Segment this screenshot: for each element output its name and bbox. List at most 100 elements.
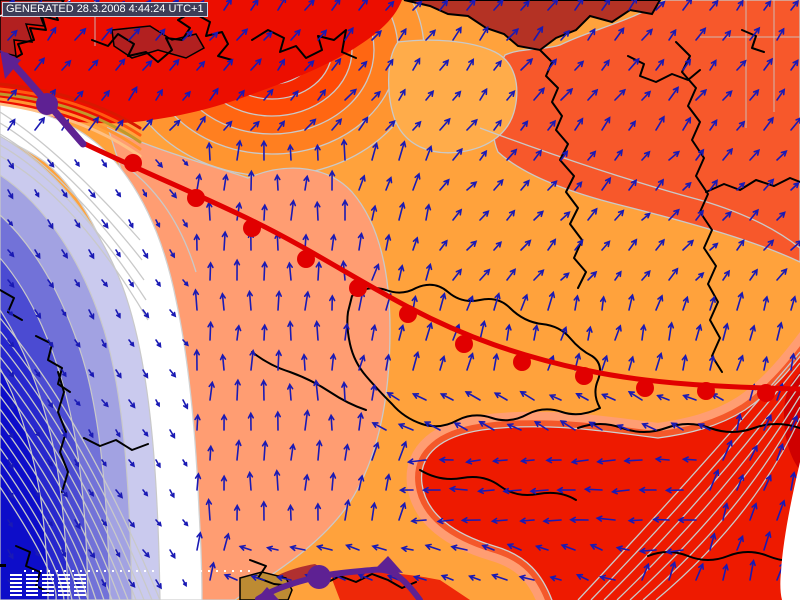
wind-arrow <box>736 59 747 71</box>
wind-arrow <box>529 487 549 495</box>
country-border <box>539 49 587 289</box>
legend-dash <box>42 586 54 588</box>
country-border <box>647 551 800 562</box>
wind-arrow <box>493 59 502 71</box>
wind-arrow <box>196 531 203 551</box>
wind-arrow <box>614 270 622 281</box>
wind-arrow <box>587 270 598 281</box>
wind-arrow <box>640 323 647 341</box>
gradient-strip <box>0 102 142 158</box>
warm-front-dot <box>243 219 261 237</box>
legend-dotted-line <box>96 570 98 572</box>
wind-arrow <box>371 141 379 161</box>
wind-arrow <box>128 459 136 468</box>
wind-arrow <box>101 519 108 527</box>
wind-arrow <box>343 443 350 461</box>
wind-arrow <box>358 60 368 71</box>
wind-arrow <box>560 87 574 101</box>
wind-arrow <box>287 382 294 401</box>
warm-front-dot <box>697 382 715 400</box>
wind-arrow <box>763 178 775 191</box>
wind-arrow <box>265 545 279 552</box>
wind-arrow <box>667 321 675 341</box>
wind-arrow <box>301 353 308 371</box>
map-edge-white <box>780 462 800 600</box>
occluded-front-south-triangle <box>373 556 403 573</box>
wind-arrow <box>222 173 229 191</box>
wind-arrow <box>61 189 68 198</box>
wind-arrow <box>789 352 796 371</box>
wind-arrow <box>385 119 396 131</box>
wind-arrow <box>596 458 616 465</box>
wind-arrow <box>182 459 188 467</box>
wind-arrow <box>533 25 544 41</box>
wind-arrow <box>448 485 468 493</box>
white-contour-pack <box>0 144 147 301</box>
wind-arrow <box>220 474 228 491</box>
wind-arrow <box>439 0 449 11</box>
wind-arrow <box>74 399 81 407</box>
wind-arrow <box>341 198 349 221</box>
wind-arrow <box>193 233 200 251</box>
wind-arrow <box>533 269 545 281</box>
wind-arrow <box>235 439 242 461</box>
wind-arrow <box>412 0 423 11</box>
wind-arrow <box>589 543 603 551</box>
wind-arrow <box>223 532 231 551</box>
legend-dotted-line <box>144 570 146 572</box>
wind-arrow <box>205 498 213 521</box>
wind-arrow <box>358 174 366 191</box>
wind-arrow <box>641 212 651 221</box>
wind-arrow <box>478 420 495 431</box>
warm-front-dot <box>575 367 593 385</box>
wind-arrow <box>115 189 122 198</box>
wind-arrow <box>736 412 743 431</box>
wind-arrow <box>7 549 14 560</box>
wind-arrow <box>790 181 800 191</box>
wind-arrow <box>762 355 769 371</box>
occluded-front-nw-triangle <box>0 50 21 79</box>
wind-arrow <box>776 150 788 161</box>
wind-arrow <box>315 260 322 281</box>
wind-arrow <box>722 322 730 341</box>
wind-arrow <box>397 423 414 431</box>
legend-dash <box>74 582 86 584</box>
wind-arrow <box>439 59 450 71</box>
wind-arrow <box>287 503 294 521</box>
wind-arrow <box>628 0 638 11</box>
west-contour-pack <box>0 343 145 600</box>
wind-arrow <box>479 319 487 341</box>
wind-arrow <box>599 295 607 311</box>
country-border <box>251 29 357 59</box>
wind-arrow <box>287 320 294 341</box>
wind-arrow <box>641 150 651 161</box>
wind-arrow <box>520 179 530 191</box>
country-border <box>627 55 701 83</box>
country-border <box>91 11 233 63</box>
wind-arrow <box>115 429 121 438</box>
nw-red-band <box>0 0 402 124</box>
wind-arrow <box>722 90 733 101</box>
wind-arrow <box>722 439 733 461</box>
wind-arrow <box>344 26 354 41</box>
wind-arrow <box>655 178 665 191</box>
wind-arrow <box>61 369 67 378</box>
wind-arrow <box>439 355 446 371</box>
wind-arrow <box>142 549 151 558</box>
wind-arrow <box>548 394 562 401</box>
wind-arrow <box>155 519 162 527</box>
wind-arrow <box>736 181 746 191</box>
wind-arrow <box>695 562 704 581</box>
wind-arrow <box>452 147 463 161</box>
legend-dash <box>10 578 22 580</box>
wind-arrow <box>493 178 504 191</box>
wind-arrow <box>465 458 481 465</box>
legend-dotted-line <box>176 570 178 572</box>
wind-arrow <box>47 26 57 41</box>
legend-dotted-line <box>168 570 170 572</box>
wind-arrow <box>519 390 535 401</box>
wind-arrow <box>749 324 756 341</box>
wind-arrow <box>115 549 121 558</box>
legend-edge-tick <box>0 564 6 567</box>
